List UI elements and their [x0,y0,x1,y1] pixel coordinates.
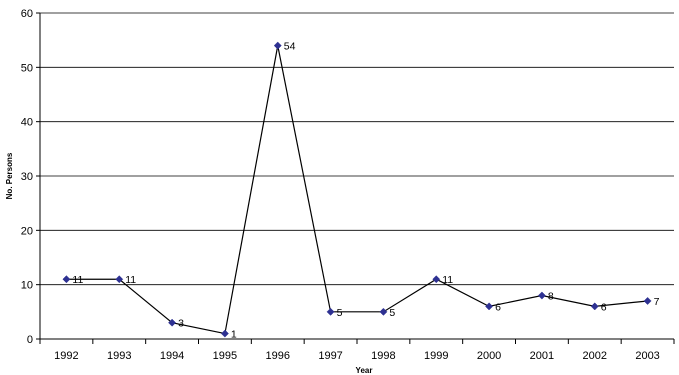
data-label-2000: 6 [495,301,501,313]
x-tick-label-1994: 1994 [160,350,184,362]
x-tick-label-1992: 1992 [54,350,78,362]
y-tick-label: 40 [21,117,33,129]
data-label-1997: 5 [337,307,343,319]
y-tick-label: 20 [21,225,33,237]
y-axis-title: No. Persons [5,152,14,199]
x-tick-label-2001: 2001 [530,350,554,362]
y-tick-label: 0 [27,334,33,346]
y-tick-label: 10 [21,280,33,292]
data-point-2002 [590,302,599,311]
y-tick-labels: 0 10 20 30 40 50 60 [21,8,33,346]
data-point-2001 [537,291,546,300]
data-point-1992 [62,275,71,284]
data-label-1992: 11 [72,274,83,286]
data-label-1995: 1 [231,329,237,341]
data-label-1998: 5 [389,307,395,319]
x-tick-marks [39,339,675,344]
data-label-1994: 3 [178,318,184,330]
data-point-2003 [643,297,652,305]
data-point-2000 [485,302,494,311]
x-tick-label-1997: 1997 [318,350,342,362]
y-tick-label: 50 [21,62,33,74]
x-tick-label-1995: 1995 [213,350,237,362]
y-tick-marks [36,12,40,340]
data-point-1993 [115,275,124,284]
x-tick-label-2000: 2000 [477,350,501,362]
x-tick-label-1996: 1996 [266,350,290,362]
data-label-2002: 6 [601,301,607,313]
data-point-1995 [220,329,229,338]
data-point-1994 [168,318,177,327]
x-axis-title: Year [356,366,373,375]
data-point-1998 [379,307,388,316]
data-point-1997 [326,307,335,316]
gridlines [40,12,674,286]
data-label-2003: 7 [654,296,660,308]
data-label-1999: 11 [442,274,453,286]
data-label-1996: 54 [284,41,296,53]
x-tick-label-1998: 1998 [371,350,395,362]
x-tick-label-1999: 1999 [424,350,448,362]
series-group: 11 11 3 1 54 5 5 11 6 8 6 7 [62,41,660,341]
x-tick-labels: 1992 1993 1994 1995 1996 1997 1998 1999 2000 2001… [54,350,660,362]
x-tick-label-1993: 1993 [107,350,131,362]
x-tick-label-2003: 2003 [635,350,659,362]
series-line [66,45,648,335]
data-label-2001: 8 [548,291,554,303]
y-tick-label: 30 [21,171,33,183]
x-tick-label-2002: 2002 [583,350,607,362]
data-label-1993: 11 [125,274,136,286]
data-point-1996 [273,41,282,50]
y-tick-label: 60 [21,8,33,20]
data-point-1999 [432,275,441,284]
